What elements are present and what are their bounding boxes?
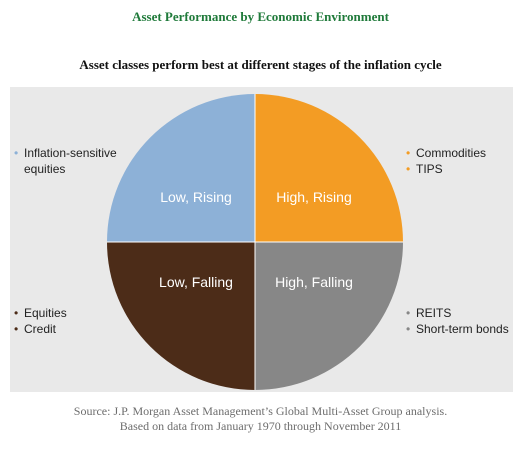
list-item: equities (24, 162, 66, 176)
diagram-panel: Low, Rising High, Rising Low, Falling Hi… (10, 87, 513, 392)
source-line-1: Source: J.P. Morgan Asset Management’s G… (73, 404, 448, 418)
bullet-dot-icon: • (406, 306, 411, 320)
bullet-dot-icon: • (406, 162, 411, 176)
bullet-dot-icon: • (406, 322, 411, 336)
list-item: • Equities (14, 306, 67, 320)
quadrant-label-low-rising: Low, Rising (160, 189, 232, 205)
list-top-right: • Commodities • TIPS (406, 145, 486, 177)
page-title: Asset Performance by Economic Environmen… (132, 9, 389, 24)
bullet-dot-icon: • (14, 306, 19, 320)
subtitle: Asset classes perform best at different … (79, 57, 442, 72)
list-item: • TIPS (406, 162, 443, 176)
quadrant-low-rising (107, 94, 255, 242)
list-item: • Inflation-sensitive (14, 146, 117, 160)
bullet-dot-icon: • (14, 146, 19, 160)
quadrant-high-rising (255, 94, 403, 242)
quadrant-pie: Low, Rising High, Rising Low, Falling Hi… (107, 94, 403, 390)
list-bottom-left: • Equities • Credit (14, 305, 67, 337)
quadrant-high-falling (255, 242, 403, 390)
quadrant-label-high-falling: High, Falling (275, 274, 353, 290)
source-line-2: Based on data from January 1970 through … (119, 419, 402, 433)
list-item: • REITS (406, 306, 452, 320)
list-item: • Commodities (406, 146, 487, 160)
quadrant-label-high-rising: High, Rising (276, 189, 351, 205)
quadrant-label-low-falling: Low, Falling (159, 274, 233, 290)
bullet-dot-icon: • (14, 322, 19, 336)
list-top-left: • Inflation-sensitive equities (14, 145, 117, 177)
bullet-dot-icon: • (406, 146, 411, 160)
source-note: Source: J.P. Morgan Asset Management’s G… (0, 404, 521, 434)
list-item: • Credit (14, 322, 57, 336)
list-bottom-right: • REITS • Short-term bonds (406, 305, 509, 337)
list-item: • Short-term bonds (406, 322, 509, 336)
quadrant-low-falling (107, 242, 255, 390)
